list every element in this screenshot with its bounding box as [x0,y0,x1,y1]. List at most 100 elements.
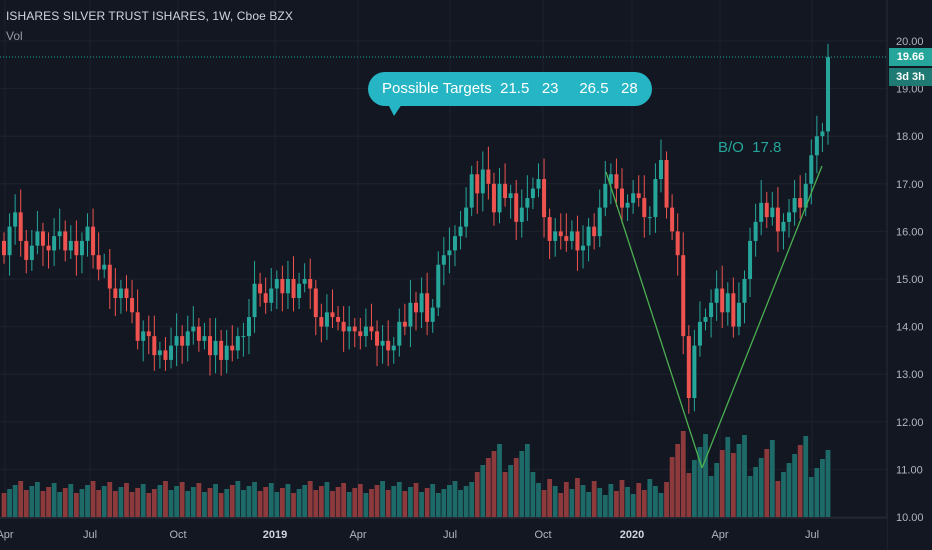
volume-bar [580,485,586,517]
x-tick-label: 2019 [263,529,287,541]
targets-callout[interactable]: Possible Targets 21.5 23 26.5 28 [368,72,652,106]
y-tick-label: 19.00 [896,84,924,96]
candle-body [603,183,608,208]
x-axis: Apr Jul Oct 2019 Apr Jul Oct 2020 Apr Jul [0,529,819,541]
candle-body [658,160,663,180]
trendline-left [605,171,703,469]
volume-bar [480,465,486,517]
candle-body [369,326,374,332]
candle-body [775,207,780,232]
volume-bar [302,485,308,517]
candlestick-series [2,43,830,414]
candle-body [503,183,508,199]
candle-body [647,217,652,219]
volume-bar [614,491,619,517]
countdown-badge: 3d 3h [889,68,932,86]
volume-bar [630,494,636,517]
volume-bar [79,489,85,517]
volume-bar [736,444,742,517]
candle-body [280,279,285,294]
candle-body [725,293,730,313]
volume-bar [96,490,102,517]
volume-bar [274,492,280,517]
volume-bar [591,481,597,517]
candle-body [452,236,457,251]
candle-body [130,298,135,313]
volume-bar [563,482,569,517]
symbol-title: ISHARES SILVER TRUST ISHARES, 1W, Cboe B… [6,9,293,23]
volume-bar [719,450,725,517]
volume-bar [558,493,564,517]
volume-bar [753,467,759,517]
candle-body [681,255,686,337]
candle-body [508,193,513,199]
candle-body [408,302,413,327]
volume-bar [391,486,397,517]
volume-bar [747,476,753,517]
candle-body [319,317,324,327]
volume-bar [474,472,480,517]
candle-body [102,264,107,270]
volume-bar [18,481,24,517]
candle-body [224,345,229,360]
volume-bar [552,486,558,517]
volume-bar [335,487,341,517]
volume-bar [792,454,797,517]
volume-bar [402,491,408,517]
candle-body [291,279,296,299]
volume-bar [318,486,324,517]
volume-bar [73,493,79,517]
volume-bar [246,486,252,517]
candle-body [35,231,40,246]
volume-bar [714,463,720,517]
candle-body [814,136,819,156]
price-axis-background [887,0,932,550]
volume-bar [636,483,642,517]
volume-bar [313,490,319,517]
candle-body [536,179,541,189]
volume-bar [380,481,385,517]
volume-bar [12,485,18,517]
volume-bar [808,477,814,517]
candle-body [542,179,547,218]
volume-bar [101,486,107,517]
candle-body [697,321,702,346]
volume-bar [51,483,57,517]
candle-body [185,331,190,346]
candle-body [68,240,73,251]
volume-bar [7,489,12,517]
volume-bar [764,449,770,517]
y-tick-label: 15.00 [896,274,924,286]
volume-bar [129,492,135,517]
volume-bar [118,487,124,517]
volume-bar [62,488,68,517]
volume-bar [268,483,274,517]
candle-body [230,345,235,351]
candle-body [826,57,830,132]
candle-body [441,255,446,265]
candle-body [219,340,224,360]
candle-body [213,340,218,356]
candle-body [414,302,418,313]
volume-bar [396,482,402,517]
breakout-label[interactable]: B/O 17.8 [718,139,782,156]
candle-body [308,279,313,289]
candle-body [397,321,402,346]
candle-body [692,345,697,398]
last-price-badge: 19.66 [889,48,932,66]
callout-pointer [388,104,402,116]
candle-body [135,312,140,341]
x-tick-label: Jul [805,529,819,541]
volume-bar [202,492,207,517]
candle-body [380,340,385,346]
y-axis: 10.00 11.00 12.00 13.00 14.00 15.00 16.00 17.00… [896,36,924,524]
volume-bars [1,431,831,517]
volume-bar [296,489,302,517]
volume-bar [207,488,213,517]
candle-body [174,336,179,346]
volume-bar [575,478,580,517]
candle-body [118,288,123,299]
volume-bar [647,479,653,517]
candle-body [246,317,251,337]
